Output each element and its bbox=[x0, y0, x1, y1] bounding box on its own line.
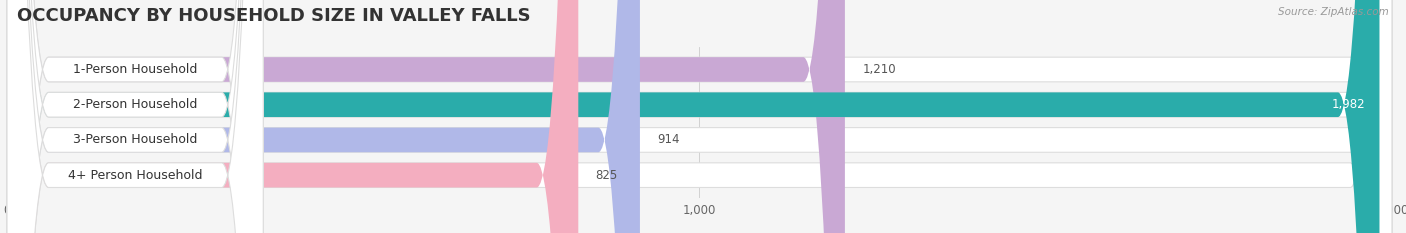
FancyBboxPatch shape bbox=[7, 0, 640, 233]
FancyBboxPatch shape bbox=[7, 0, 263, 233]
FancyBboxPatch shape bbox=[7, 0, 578, 233]
FancyBboxPatch shape bbox=[7, 0, 263, 233]
FancyBboxPatch shape bbox=[7, 0, 845, 233]
Text: 1,210: 1,210 bbox=[862, 63, 896, 76]
FancyBboxPatch shape bbox=[7, 0, 1392, 233]
FancyBboxPatch shape bbox=[7, 0, 1392, 233]
FancyBboxPatch shape bbox=[7, 0, 1379, 233]
FancyBboxPatch shape bbox=[7, 0, 263, 233]
Text: Source: ZipAtlas.com: Source: ZipAtlas.com bbox=[1278, 7, 1389, 17]
Text: 1,982: 1,982 bbox=[1331, 98, 1365, 111]
Text: 3-Person Household: 3-Person Household bbox=[73, 134, 197, 146]
Text: 825: 825 bbox=[596, 169, 617, 182]
FancyBboxPatch shape bbox=[7, 0, 1392, 233]
Text: 2-Person Household: 2-Person Household bbox=[73, 98, 197, 111]
FancyBboxPatch shape bbox=[7, 0, 1392, 233]
Text: 914: 914 bbox=[657, 134, 679, 146]
Text: OCCUPANCY BY HOUSEHOLD SIZE IN VALLEY FALLS: OCCUPANCY BY HOUSEHOLD SIZE IN VALLEY FA… bbox=[17, 7, 530, 25]
Text: 4+ Person Household: 4+ Person Household bbox=[67, 169, 202, 182]
Text: 1-Person Household: 1-Person Household bbox=[73, 63, 197, 76]
FancyBboxPatch shape bbox=[7, 0, 263, 233]
